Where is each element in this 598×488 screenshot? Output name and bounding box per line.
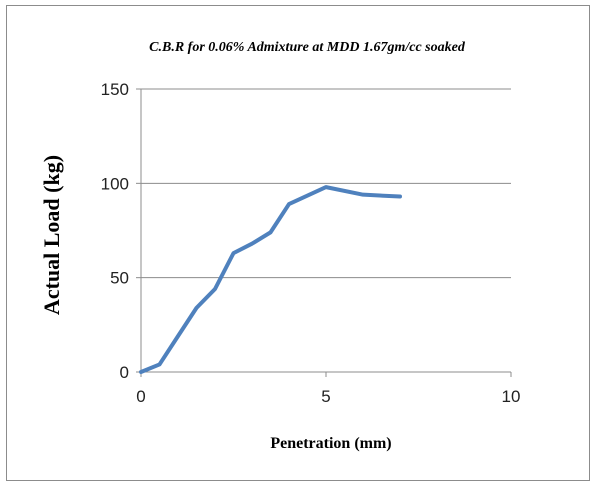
x-tick-label-10: 10 [502, 387, 521, 406]
series-group [141, 187, 400, 372]
y-tick-label-100: 100 [101, 174, 129, 193]
x-tick-label-0: 0 [136, 387, 145, 406]
line-chart: C.B.R for 0.06% Admixture at MDD 1.67gm/… [7, 6, 591, 482]
chart-frame: C.B.R for 0.06% Admixture at MDD 1.67gm/… [6, 5, 590, 481]
y-tick-label-0: 0 [120, 363, 129, 382]
y-tick-labels: 0 50 100 150 [101, 80, 129, 382]
gridlines [141, 89, 511, 278]
x-axis-title: Penetration (mm) [270, 435, 391, 452]
x-tick-label-5: 5 [321, 387, 330, 406]
series-line-0 [141, 187, 400, 372]
y-tick-label-150: 150 [101, 80, 129, 99]
axes [136, 89, 511, 377]
y-axis-title: Actual Load (kg) [39, 155, 64, 315]
x-tick-labels: 0 5 10 [136, 387, 520, 406]
y-tick-label-50: 50 [110, 269, 129, 288]
chart-title: C.B.R for 0.06% Admixture at MDD 1.67gm/… [149, 40, 466, 55]
